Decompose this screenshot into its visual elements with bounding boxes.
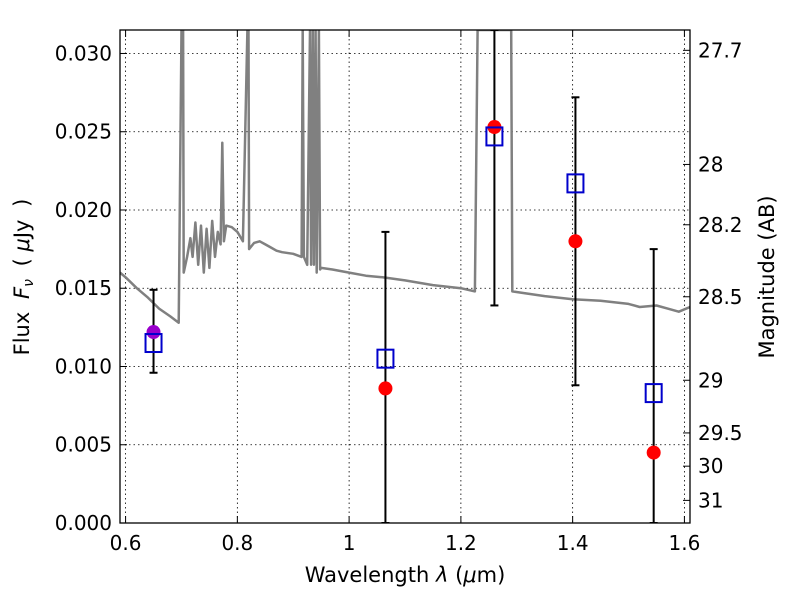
right-tick-label: 27.7 <box>698 38 743 62</box>
y-axis-right-title: Magnitude (AB) <box>755 195 779 358</box>
axis-ticks: 0.6 0.8 1 1.2 1.4 1.6 0.000 0.005 0.010 0.015 0.02… <box>55 30 743 555</box>
plot-area <box>120 30 690 523</box>
x-tick-label: 0.6 <box>110 531 142 555</box>
right-tick-label: 29.5 <box>698 421 743 445</box>
y-axis-title-sub: ν <box>21 279 37 287</box>
x-axis-title-unit: m) <box>477 563 506 587</box>
x-axis-title-mu: μ <box>462 563 476 587</box>
observed-point <box>646 445 661 460</box>
x-axis-title-open: ( <box>455 563 463 587</box>
y-axis-title-open: ( <box>10 258 34 266</box>
y-axis-title: Flux Fν ( μJy ) <box>10 199 38 356</box>
right-tick-label: 30 <box>698 454 723 478</box>
model-photometry-marker <box>644 383 663 404</box>
y-tick-label: 0.005 <box>55 433 112 457</box>
right-tick-label: 28 <box>698 152 723 176</box>
y-axis-title-word: Flux <box>10 312 34 356</box>
right-tick-label: 28.2 <box>698 213 743 237</box>
x-tick-label: 1.2 <box>445 531 477 555</box>
y-tick-label: 0.010 <box>55 354 112 378</box>
x-axis-title: Wavelength λ (μm) <box>305 563 506 587</box>
model-photometry-marker <box>485 126 504 147</box>
x-tick-label: 0.8 <box>221 531 253 555</box>
y-tick-label: 0.025 <box>55 120 112 144</box>
model-photometry-marker <box>376 348 395 369</box>
y-tick-label: 0.015 <box>55 276 112 300</box>
grid-lines <box>120 30 690 524</box>
observed-point <box>378 381 393 396</box>
model-photometry-marker <box>144 333 163 354</box>
x-tick-label: 1 <box>343 531 356 555</box>
y-tick-label: 0.020 <box>55 198 112 222</box>
plot-frame <box>119 29 691 524</box>
observed-point <box>568 234 583 249</box>
x-axis-title-symbol: λ <box>435 563 448 587</box>
x-axis-title-word: Wavelength <box>305 563 430 587</box>
right-tick-label: 29 <box>698 368 723 392</box>
y-tick-label: 0.030 <box>55 41 112 65</box>
y-axis-title-symbol: F <box>10 286 34 299</box>
y-axis-title-unit: Jy <box>10 220 34 241</box>
right-tick-label: 31 <box>698 488 723 512</box>
x-tick-label: 1.4 <box>557 531 589 555</box>
y-axis-title-mu: μ <box>10 238 34 252</box>
right-tick-label: 28.5 <box>698 285 743 309</box>
y-tick-label: 0.000 <box>55 511 112 535</box>
x-tick-label: 1.6 <box>669 531 701 555</box>
model-spectrum-line <box>120 30 690 324</box>
y-axis-title-close: ) <box>10 199 34 207</box>
observed-point <box>146 325 161 340</box>
model-photometry-marker <box>566 173 585 194</box>
